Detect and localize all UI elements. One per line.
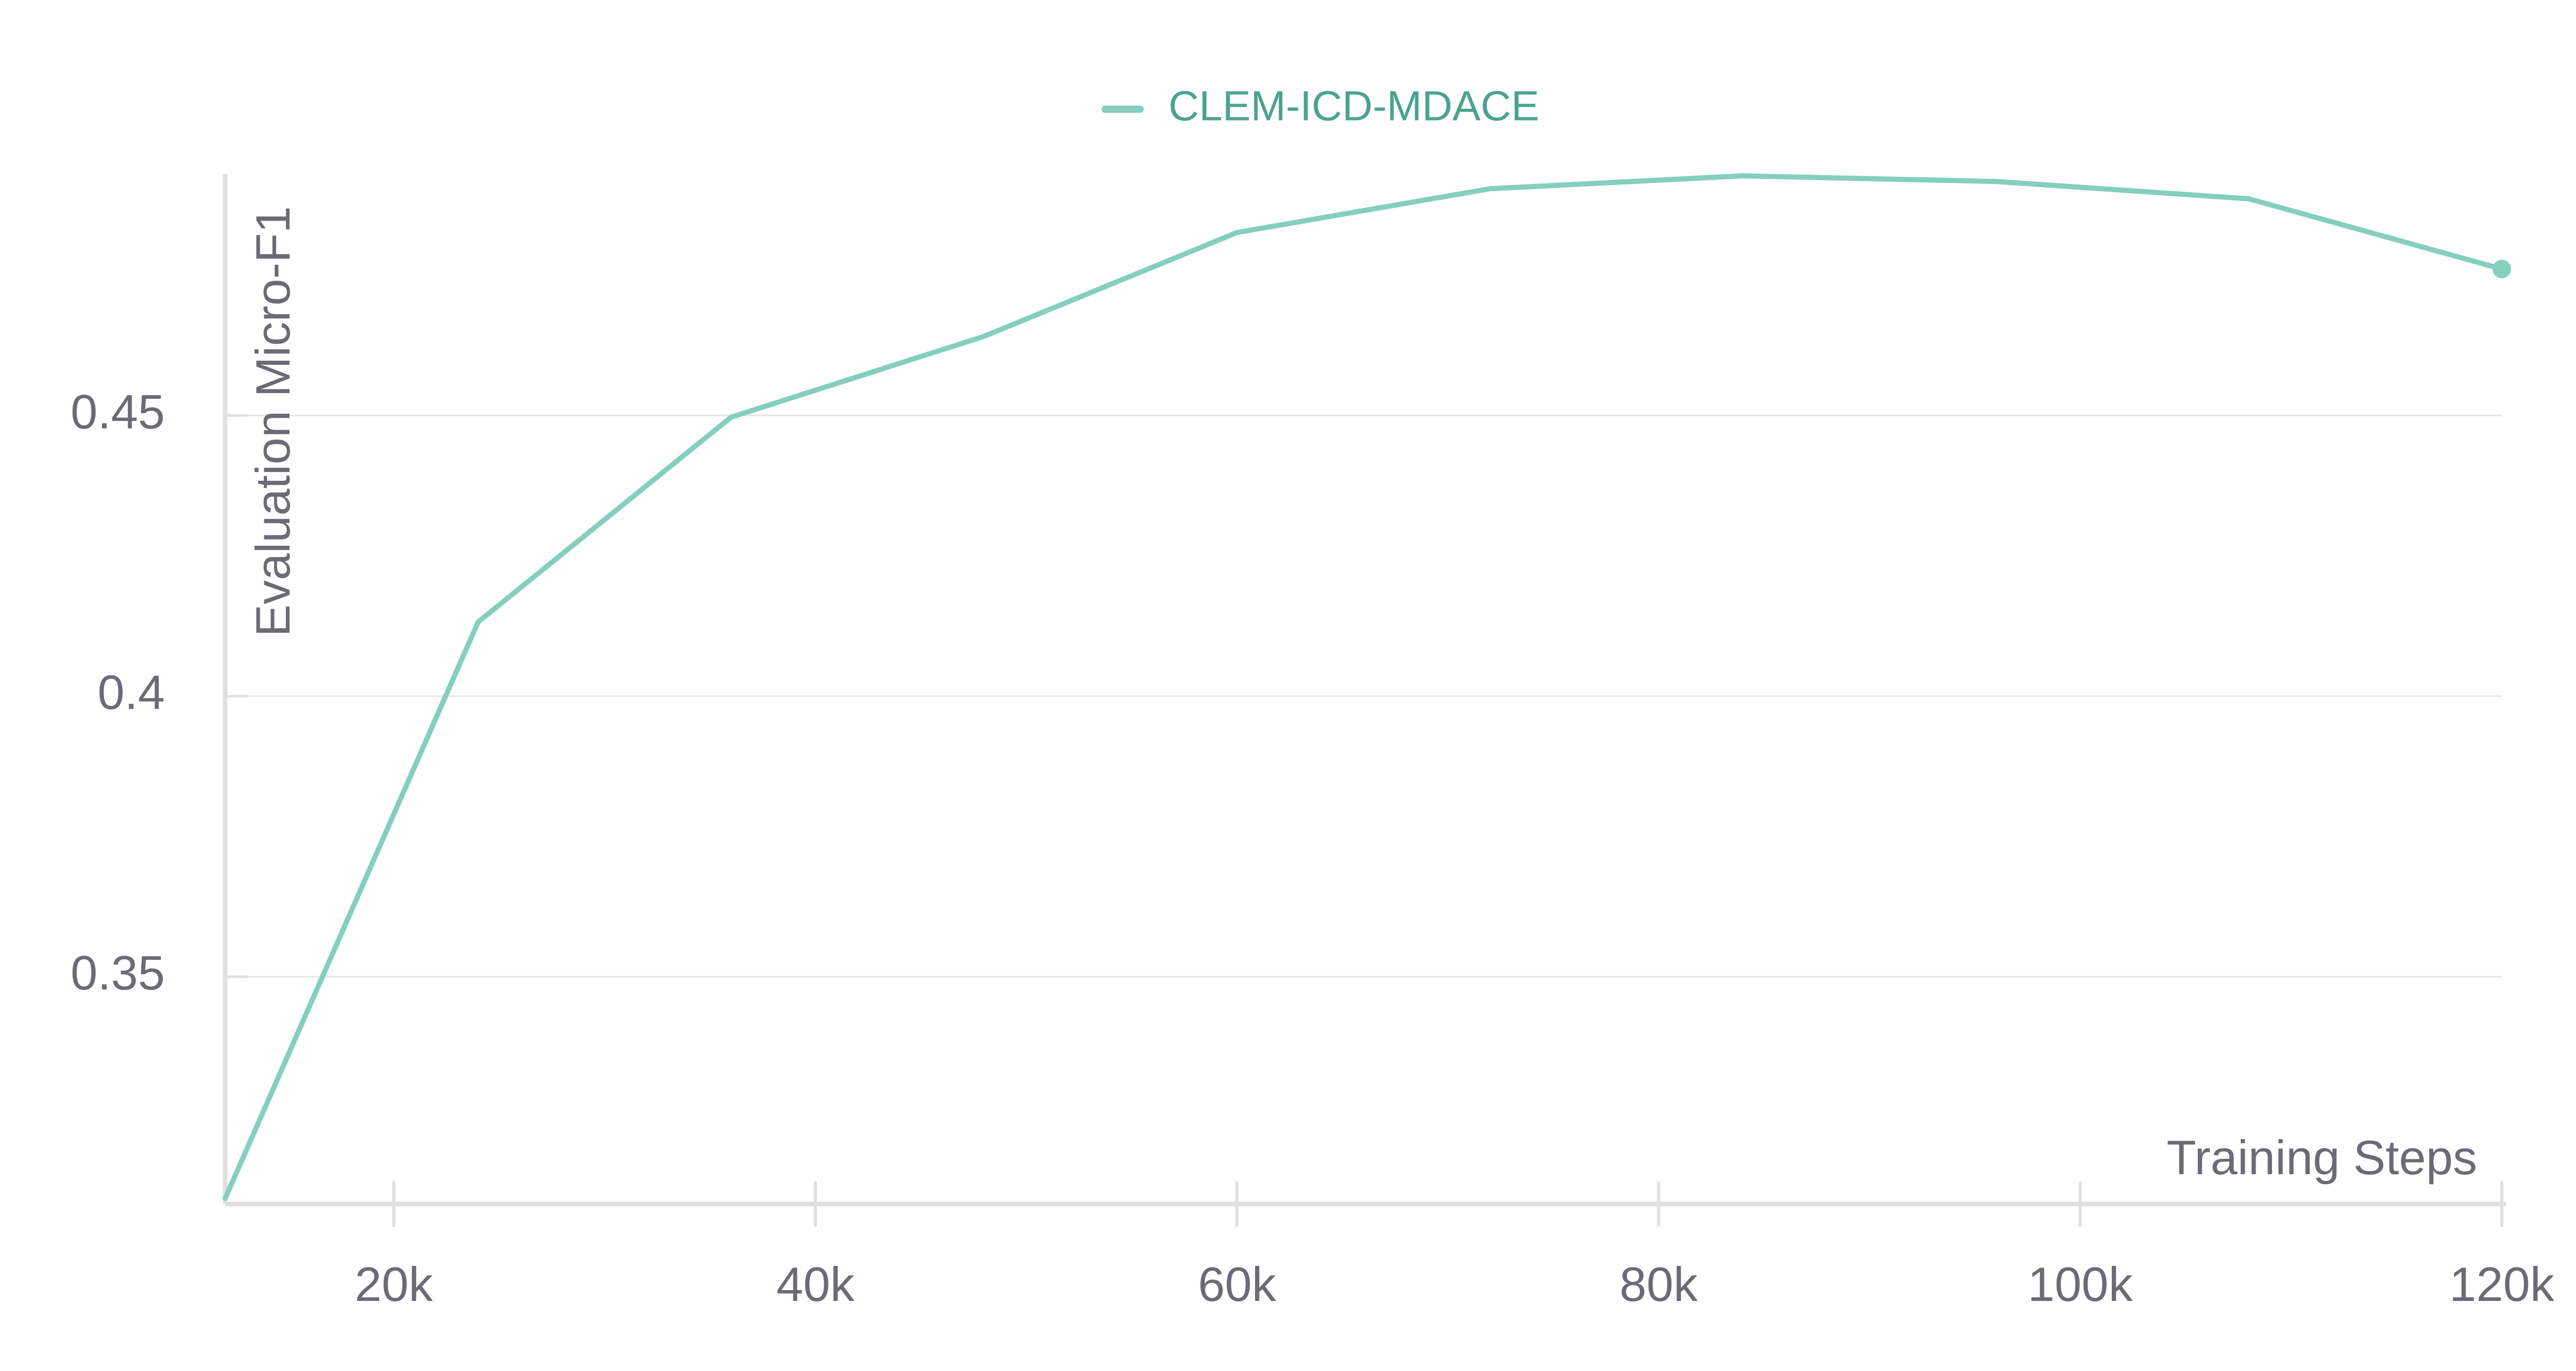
y-tick-label: 0.4	[97, 665, 165, 719]
x-tick-label: 100k	[2028, 1257, 2133, 1311]
series-line	[223, 173, 2504, 1201]
grid-lines	[225, 414, 2502, 978]
x-tick-label: 80k	[1620, 1257, 1699, 1311]
tick-labels: 0.35 0.4 0.45 20k 40k 60k 80k 100k 120k	[71, 384, 2555, 1311]
series-lines	[223, 173, 2511, 1201]
x-tick-label: 60k	[1198, 1257, 1277, 1311]
legend[interactable]: CLEM-ICD-MDACE	[1101, 83, 1539, 130]
y-tick-label: 0.35	[71, 946, 165, 1000]
x-tick-label: 120k	[2449, 1257, 2555, 1311]
series-end-point	[2493, 260, 2511, 279]
legend-label[interactable]: CLEM-ICD-MDACE	[1168, 83, 1539, 130]
axes	[223, 174, 2506, 1227]
y-tick-label: 0.45	[71, 384, 165, 438]
x-tick-label: 20k	[355, 1257, 434, 1311]
y-axis-label: Evaluation Micro-F1	[246, 206, 300, 637]
x-axis-label: Training Steps	[2166, 1130, 2477, 1184]
x-tick-label: 40k	[776, 1257, 855, 1311]
